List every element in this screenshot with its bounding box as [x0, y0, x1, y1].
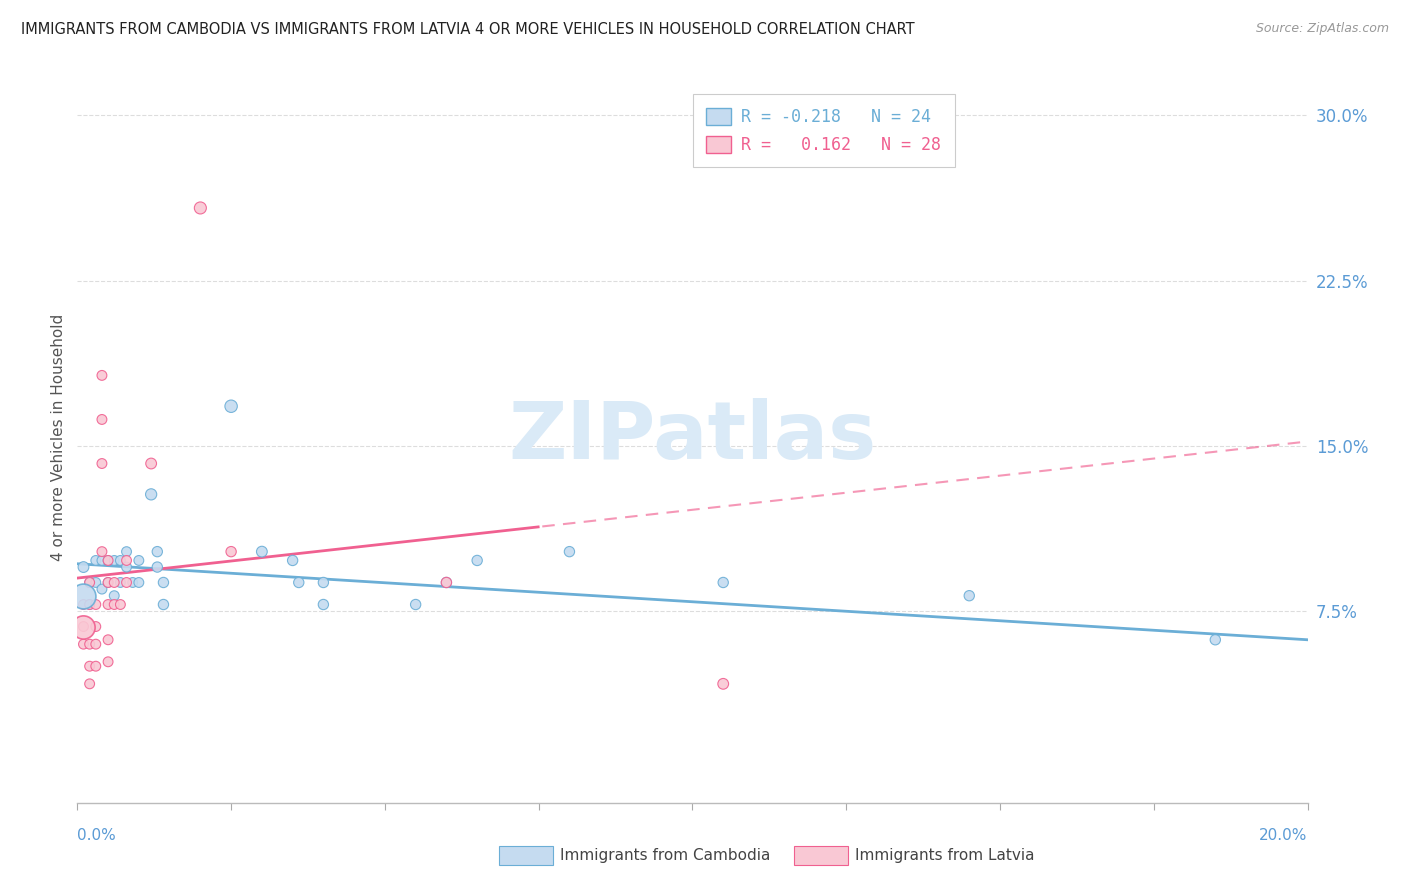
Point	[72, 598, 94, 612]
Point	[121, 575, 143, 590]
Point	[288, 575, 311, 590]
Text: 0.0%: 0.0%	[77, 828, 117, 843]
Point	[97, 598, 120, 612]
Point	[84, 575, 107, 590]
Point	[103, 589, 125, 603]
Point	[103, 575, 125, 590]
Point	[103, 598, 125, 612]
Point	[436, 575, 458, 590]
Point	[146, 560, 169, 574]
Point	[97, 553, 120, 567]
Point	[79, 637, 101, 651]
Point	[84, 598, 107, 612]
Point	[84, 553, 107, 567]
Point	[84, 637, 107, 651]
Point	[79, 598, 101, 612]
Point	[141, 457, 163, 471]
Point	[146, 544, 169, 558]
Text: 20.0%: 20.0%	[1260, 828, 1308, 843]
Point	[115, 560, 138, 574]
Point	[188, 201, 212, 215]
Point	[72, 560, 94, 574]
Point	[90, 582, 114, 596]
Point	[97, 655, 120, 669]
Point	[1204, 632, 1226, 647]
Point	[465, 553, 488, 567]
Y-axis label: 4 or more Vehicles in Household: 4 or more Vehicles in Household	[51, 313, 66, 561]
Point	[219, 399, 242, 413]
Point	[110, 553, 132, 567]
Point	[79, 575, 101, 590]
Point	[72, 637, 94, 651]
Point	[79, 677, 101, 691]
Point	[79, 598, 101, 612]
Point	[79, 659, 101, 673]
Point	[103, 553, 125, 567]
Point	[152, 598, 174, 612]
Point	[72, 619, 94, 633]
Point	[97, 553, 120, 567]
Text: Immigrants from Latvia: Immigrants from Latvia	[855, 848, 1035, 863]
Text: ZIPatlas: ZIPatlas	[509, 398, 876, 476]
Point	[219, 544, 242, 558]
Text: Source: ZipAtlas.com: Source: ZipAtlas.com	[1256, 22, 1389, 36]
Point	[115, 544, 138, 558]
Point	[405, 598, 427, 612]
Point	[128, 575, 150, 590]
Point	[90, 457, 114, 471]
Point	[84, 659, 107, 673]
Point	[558, 544, 581, 558]
Point	[281, 553, 304, 567]
Point	[79, 575, 101, 590]
Point	[312, 575, 335, 590]
Point	[97, 632, 120, 647]
Point	[115, 553, 138, 567]
Point	[110, 598, 132, 612]
Point	[312, 598, 335, 612]
Point	[711, 677, 734, 691]
Point	[72, 589, 94, 603]
Point	[711, 575, 734, 590]
Point	[152, 575, 174, 590]
Point	[84, 619, 107, 633]
Point	[97, 575, 120, 590]
Point	[72, 619, 94, 633]
Text: IMMIGRANTS FROM CAMBODIA VS IMMIGRANTS FROM LATVIA 4 OR MORE VEHICLES IN HOUSEHO: IMMIGRANTS FROM CAMBODIA VS IMMIGRANTS F…	[21, 22, 915, 37]
Point	[957, 589, 980, 603]
Point	[90, 553, 114, 567]
Point	[97, 575, 120, 590]
Point	[250, 544, 273, 558]
Point	[128, 553, 150, 567]
Text: Immigrants from Cambodia: Immigrants from Cambodia	[560, 848, 770, 863]
Point	[90, 368, 114, 383]
Point	[115, 575, 138, 590]
Legend: R = -0.218   N = 24, R =   0.162   N = 28: R = -0.218 N = 24, R = 0.162 N = 28	[693, 95, 955, 168]
Point	[90, 412, 114, 426]
Point	[90, 544, 114, 558]
Point	[141, 487, 163, 501]
Point	[436, 575, 458, 590]
Point	[110, 575, 132, 590]
